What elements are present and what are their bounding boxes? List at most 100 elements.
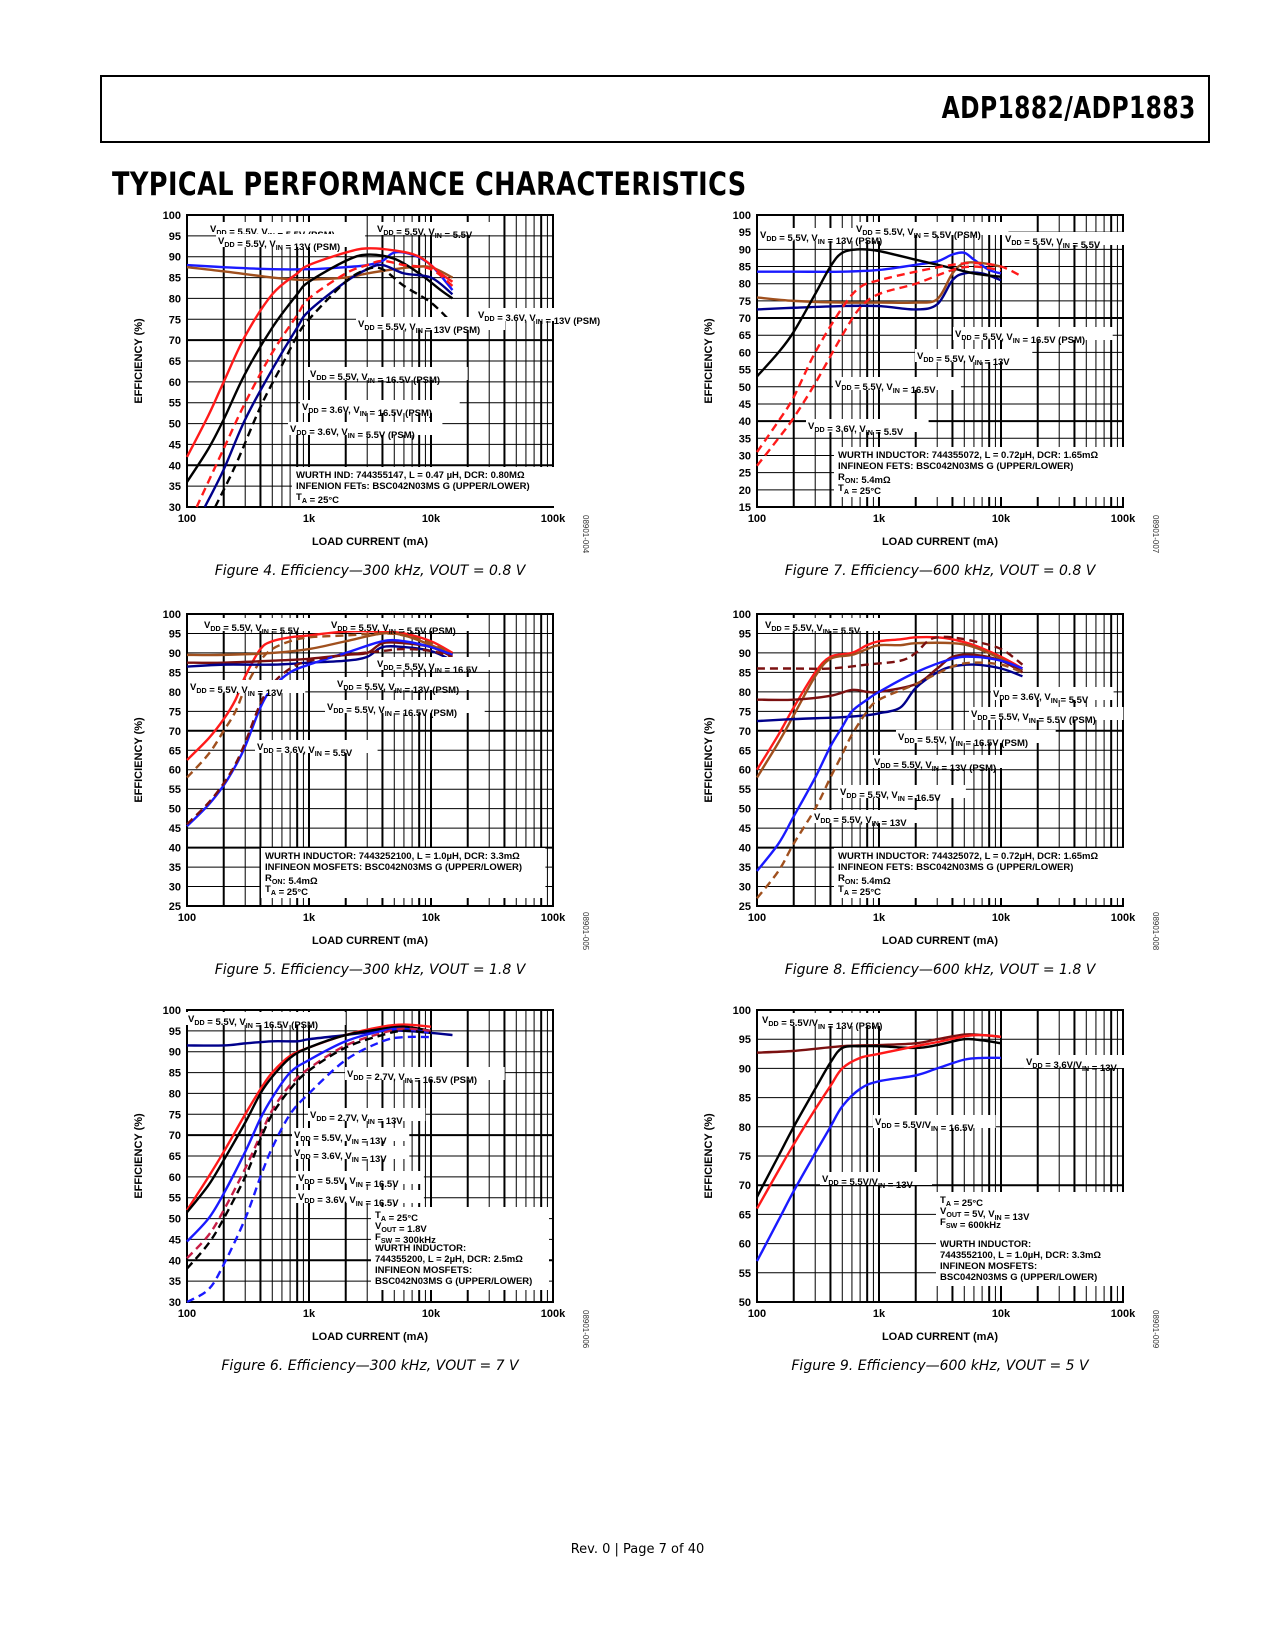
x-tick-label: 10k (992, 1308, 1011, 1320)
note-line: INFINEON FETS: BSC042N03MS G (UPPER/LOWE… (838, 461, 1073, 472)
annotation-label: VDD = 2.7V, VIN = 13V (310, 1110, 403, 1127)
y-tick-label: 50 (739, 1297, 751, 1309)
series-line-3: VDD = 5.5V, VIN = 13V (185, 253, 454, 483)
page-header: ADP1882/ADP1883 (100, 75, 1210, 143)
y-tick-label: 100 (733, 609, 751, 621)
y-tick-label: 40 (169, 460, 181, 472)
annotation-label: VDD = 5.5V, VIN = 5.5V (377, 224, 473, 241)
annotation-bg (806, 419, 929, 432)
annotation-bg (329, 618, 484, 631)
y-tick-label: 85 (169, 1068, 181, 1080)
note-line: TA = 25°C (375, 1210, 418, 1224)
series-line-6: VDD = 3.6V, VIN = 5.5V (PSM) (214, 266, 454, 508)
y-tick-label: 65 (169, 1151, 181, 1163)
annotation-bg (820, 1172, 932, 1185)
y-tick-label: 80 (739, 279, 751, 291)
y-tick-label: 55 (169, 1193, 181, 1205)
y-tick-label: 70 (169, 335, 181, 347)
note-line: WURTH IND: 744355147, L = 0.47 µH, DCR: … (296, 470, 525, 481)
annotation-bg (915, 349, 1033, 362)
y-tick-label: 100 (163, 609, 181, 621)
series-line-2: VDD = 5.5V, VIN = 5.5V (PSM) (756, 635, 1024, 670)
note-line: 744355200, L = 2µH, DCR: 2.5mΩ (375, 1254, 523, 1265)
x-tick-label: 10k (422, 912, 441, 924)
y-tick-label: 100 (733, 1005, 751, 1017)
series-line-5: VDD = 5.5V, VIN = 13V (756, 655, 1023, 872)
x-tick-label: 100 (178, 912, 196, 924)
y-tick-label: 70 (169, 1130, 181, 1142)
annotation-label: VDD = 5.5V, VIN = 5.5V (765, 620, 861, 637)
y-tick-label: 85 (739, 667, 751, 679)
plot-frame (186, 1009, 554, 1303)
note-box (834, 447, 1124, 497)
y-tick-label: 75 (169, 314, 181, 326)
annotation-label: VDD = 5.5V, VIN = 13V (190, 682, 283, 699)
x-tick-label: 100 (178, 513, 196, 525)
y-tick-label: 75 (739, 706, 751, 718)
chart-fig8: 25 30 35 40 45 50 55 60 65 70 75 80 85 90 95 100 100 1k 10… (703, 609, 1136, 947)
y-tick-label: 70 (169, 726, 181, 738)
series-line-2: VDD = 3.6V, VIN = 13V (186, 1025, 432, 1214)
series-line-3: VDD = 5.5V, VIN = 16.5V (186, 1027, 432, 1243)
chart-fig4: 30 35 40 45 50 55 60 65 70 75 80 85 90 95 100 100 1k 10k 1… (133, 210, 626, 548)
y-tick-label: 60 (739, 765, 751, 777)
x-tick-label: 100k (1111, 513, 1136, 525)
y-tick-label: 50 (739, 804, 751, 816)
annotation-label: VDD = 5.5V, VIN = 16.5V (PSM) (310, 369, 440, 386)
annotation-label: VDD = 5.5V, VIN = 16.5V (PSM) (898, 732, 1028, 749)
y-tick-label: 20 (739, 485, 751, 497)
y-tick-label: 35 (169, 1276, 181, 1288)
note-box (371, 1207, 549, 1290)
y-tick-label: 55 (739, 784, 751, 796)
y-tick-label: 40 (169, 843, 181, 855)
series-line-3: VDD = 5.5V/VIN = 16.5V (755, 1056, 1002, 1262)
chart-fig7: 15 20 25 30 35 40 45 50 55 60 65 70 75 80 85 90 95 100 100… (703, 210, 1136, 548)
figure-caption: Figure 7. Efficiency—600 kHz, VOUT = 0.8… (784, 563, 1096, 579)
annotation-label: VDD = 5.5V/VIN = 13V (PSM) (762, 1015, 882, 1032)
y-tick-label: 75 (739, 296, 751, 308)
annotation-bg (356, 317, 506, 330)
note-line: WURTH INDUCTOR: 744355072, L = 0.72µH, D… (838, 450, 1098, 461)
y-tick-label: 40 (169, 1255, 181, 1267)
series-line-3: VDD = 5.5V, VIN = 16.5V (PSM) (756, 653, 1024, 702)
x-axis-label: LOAD CURRENT (mA) (882, 935, 998, 947)
y-tick-label: 100 (733, 210, 751, 222)
y-tick-label: 100 (163, 1005, 181, 1017)
annotation-label: VDD = 5.5V, VIN = 13V (PSM) (874, 757, 996, 774)
y-tick-label: 30 (169, 502, 181, 514)
note-line: INFINEON MOSFETS: (940, 1261, 1037, 1272)
x-tick-label: 1k (873, 513, 886, 525)
x-tick-label: 1k (873, 1308, 886, 1320)
series-line-5: VDD = 5.5V, VIN = 16.5V (756, 265, 1002, 467)
y-tick-label: 35 (739, 433, 751, 445)
y-tick-label: 30 (169, 882, 181, 894)
annotation-label: VDD = 3.6V, VIN = 5.5V (257, 742, 353, 759)
y-tick-label: 45 (739, 399, 751, 411)
note-box (834, 848, 1124, 898)
annotation-label: VDD = 5.5V, VIN = 5.5V (1005, 234, 1101, 251)
y-tick-label: 80 (169, 1088, 181, 1100)
y-tick-label: 80 (739, 1122, 751, 1134)
note-line: TA = 25°C (940, 1195, 983, 1209)
series-line-5: VDD = 3.6V, VIN = 16.5V (186, 1029, 432, 1270)
note-line: TA = 25°C (296, 492, 339, 506)
annotation-label: VDD = 5.5V, VIN = 16.5V (840, 787, 941, 804)
y-tick-label: 55 (739, 365, 751, 377)
y-tick-label: 80 (169, 687, 181, 699)
figure-caption: Figure 8. Efficiency—600 kHz, VOUT = 1.8… (784, 962, 1096, 978)
annotation-label: VDD = 5.5V, VIN = 16.5V (298, 1173, 399, 1190)
note-box (936, 1192, 1131, 1286)
y-tick-label: 95 (739, 1034, 751, 1046)
y-tick-label: 70 (739, 1180, 751, 1192)
series-line-1: VDD = 3.6V, VIN = 5.5V (755, 641, 1024, 779)
annotation-label: VDD = 5.5V, VIN = 16.5V (835, 379, 936, 396)
y-tick-label: 15 (739, 502, 751, 514)
annotation-bg (345, 1067, 505, 1080)
annotation-bg (854, 222, 1009, 235)
series-line-4: VDD = 2.7V, VIN = 13V (186, 1027, 432, 1260)
y-tick-label: 25 (739, 901, 751, 913)
y-tick-label: 65 (169, 356, 181, 368)
annotation-bg (288, 422, 443, 435)
series-line-4: VDD = 5.5V, VIN = 13V (PSM) (756, 663, 1023, 723)
annotation-bg (896, 730, 1056, 743)
